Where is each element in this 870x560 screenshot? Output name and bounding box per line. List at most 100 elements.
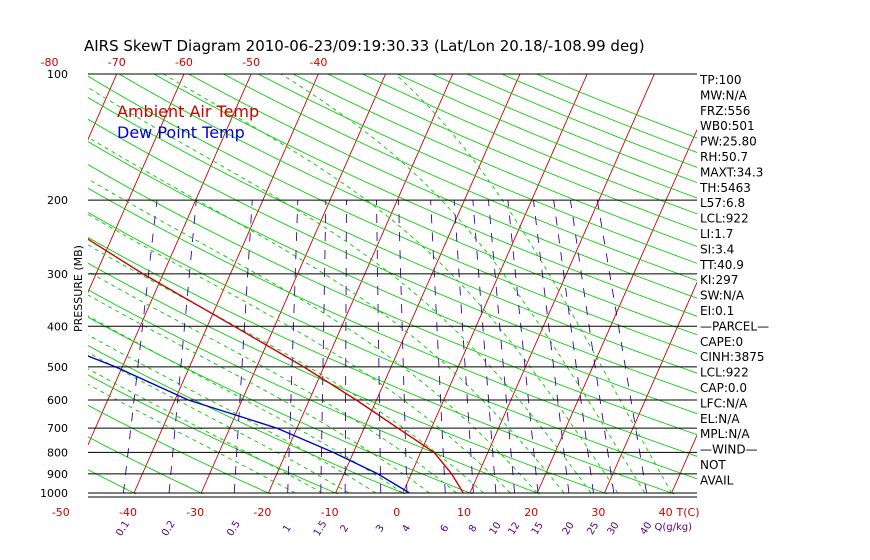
dry-adiabat-line: [257, 74, 697, 264]
dry-adiabat-line: [88, 187, 697, 457]
mixing-ratio-tick-label: 1.5: [312, 519, 330, 538]
index-entry: SI:3.4: [700, 242, 734, 256]
index-entry: MW:N/A: [700, 88, 748, 102]
mixing-ratio-line: [398, 200, 408, 494]
dry-adiabat-line: [88, 345, 406, 495]
moist-adiabat-line: [88, 315, 404, 494]
index-entry: —WIND—: [700, 443, 758, 457]
moist-adiabat-line: [88, 271, 457, 494]
moist-adiabat-line: [88, 213, 511, 494]
pressure-tick-label: 300: [47, 268, 68, 281]
index-entry: L57:6.8: [700, 196, 745, 210]
moist-adiabat-line: [88, 87, 592, 494]
mixing-ratio-line: [532, 200, 570, 494]
index-entry: MAXT:34.3: [700, 165, 763, 179]
index-entry: LCL:922: [700, 366, 749, 380]
mixing-ratio-tick-label: 40: [638, 520, 654, 537]
mixing-ratio-tick-label: 3: [374, 523, 387, 534]
index-entry: AVAIL: [700, 473, 734, 487]
isotherm-line: [335, 74, 521, 494]
index-entry: TH:5463: [699, 181, 751, 195]
mixing-ratio-line: [507, 200, 539, 494]
mixing-ratio-tick-label: 25: [585, 520, 601, 537]
index-entry: EI:0.1: [700, 304, 734, 318]
temp-bottom-tick-label: -40: [119, 506, 137, 519]
index-entry: LCL:922: [700, 212, 749, 226]
mixing-ratio-line: [233, 200, 253, 494]
dry-adiabat-line: [466, 74, 697, 168]
index-entry: KI:297: [700, 273, 738, 287]
mixing-ratio-tick-label: 0.2: [160, 519, 178, 538]
mixing-ratio-line: [596, 200, 648, 494]
temp-bottom-tick-label: 20: [524, 506, 538, 519]
index-entry: TP:100: [699, 73, 742, 87]
index-entry: LI:1.7: [700, 227, 733, 241]
isotherm-line: [739, 74, 870, 493]
mixing-ratio-line: [287, 200, 299, 494]
plot-frame: [88, 73, 697, 498]
dry-adiabat-line: [88, 118, 697, 394]
isotherm-line: [133, 74, 319, 494]
mixing-ratio-tick-label: 20: [561, 520, 577, 537]
mixing-ratio-line: [553, 200, 594, 494]
series-lines: [88, 238, 464, 494]
index-entry: TT:40.9: [699, 258, 744, 272]
mixing-ratio-line: [430, 200, 446, 494]
temp-top-tick-label: -40: [309, 56, 327, 69]
temp-bottom-tick-label: -30: [186, 506, 204, 519]
index-entry: NOT: [700, 458, 726, 472]
moist-adiabat-line: [395, 74, 672, 494]
temp-bottom-tick-label: -50: [52, 506, 70, 519]
mixing-ratio-axis-label: Q(g/kg): [654, 522, 692, 533]
isotherm-line: [603, 281, 697, 494]
index-entry: LFC:N/A: [700, 396, 748, 410]
dry-adiabat-line: [431, 74, 697, 184]
moist-adiabat-line: [280, 74, 646, 494]
mixing-ratio-tick-label: 12: [506, 520, 522, 537]
series-line-ambient-air-temp: [88, 238, 464, 494]
dry-adiabat-line: [88, 316, 473, 495]
moist-adiabat-line: [88, 368, 323, 494]
mixing-ratio-line: [320, 200, 327, 494]
mixing-ratio-line: [488, 200, 516, 494]
pressure-tick-label: 700: [47, 422, 68, 435]
dry-adiabat-line: [88, 374, 339, 495]
dry-adiabat-line: [88, 404, 271, 495]
index-entry: —PARCEL—: [700, 319, 769, 333]
pressure-tick-label: 600: [47, 394, 68, 407]
x-axis-label: T(C): [676, 506, 700, 519]
index-entry: CAP:0.0: [700, 381, 747, 395]
temp-bottom-tick-label: 40: [659, 506, 673, 519]
mixing-ratio-tick-label: 0.5: [225, 519, 243, 538]
mixing-ratio-tick-label: 0.1: [114, 519, 132, 538]
dry-adiabat-line: [88, 75, 697, 355]
mixing-ratio-tick-label: 6: [439, 523, 452, 534]
index-entry: CAPE:0: [700, 335, 743, 349]
legend-entry-ambient-air-temp: Ambient Air Temp: [117, 102, 259, 121]
dry-adiabat-line: [88, 211, 697, 480]
dry-adiabat-line: [88, 236, 675, 495]
mixing-ratio-line: [453, 200, 474, 494]
series-line-dew-point-temp: [88, 355, 410, 494]
isotherm-line: [88, 74, 185, 294]
dry-adiabat-line: [88, 96, 697, 374]
temp-top-tick-label: -50: [242, 56, 260, 69]
mixing-ratio-line: [376, 200, 382, 494]
y-axis-label: PRESSURE (MB): [72, 245, 85, 332]
pressure-tick-label: 400: [47, 320, 68, 333]
dry-adiabat-line: [292, 74, 697, 247]
dry-adiabat-line: [223, 74, 697, 282]
moist-adiabat-line: [88, 334, 377, 494]
index-entry: SW:N/A: [700, 289, 745, 303]
moist-adiabat-line: [88, 383, 296, 494]
index-entry: PW:25.80: [700, 135, 757, 149]
index-entry: MPL:N/A: [700, 427, 750, 441]
pressure-tick-label: 100: [47, 68, 68, 81]
temp-bottom-tick-label: -10: [321, 506, 339, 519]
dry-adiabat-line: [188, 74, 697, 299]
temp-top-tick-label: -80: [41, 56, 59, 69]
dry-adiabat-line: [327, 74, 697, 231]
isotherm-line: [0, 74, 50, 493]
grid-lines: [0, 74, 870, 495]
